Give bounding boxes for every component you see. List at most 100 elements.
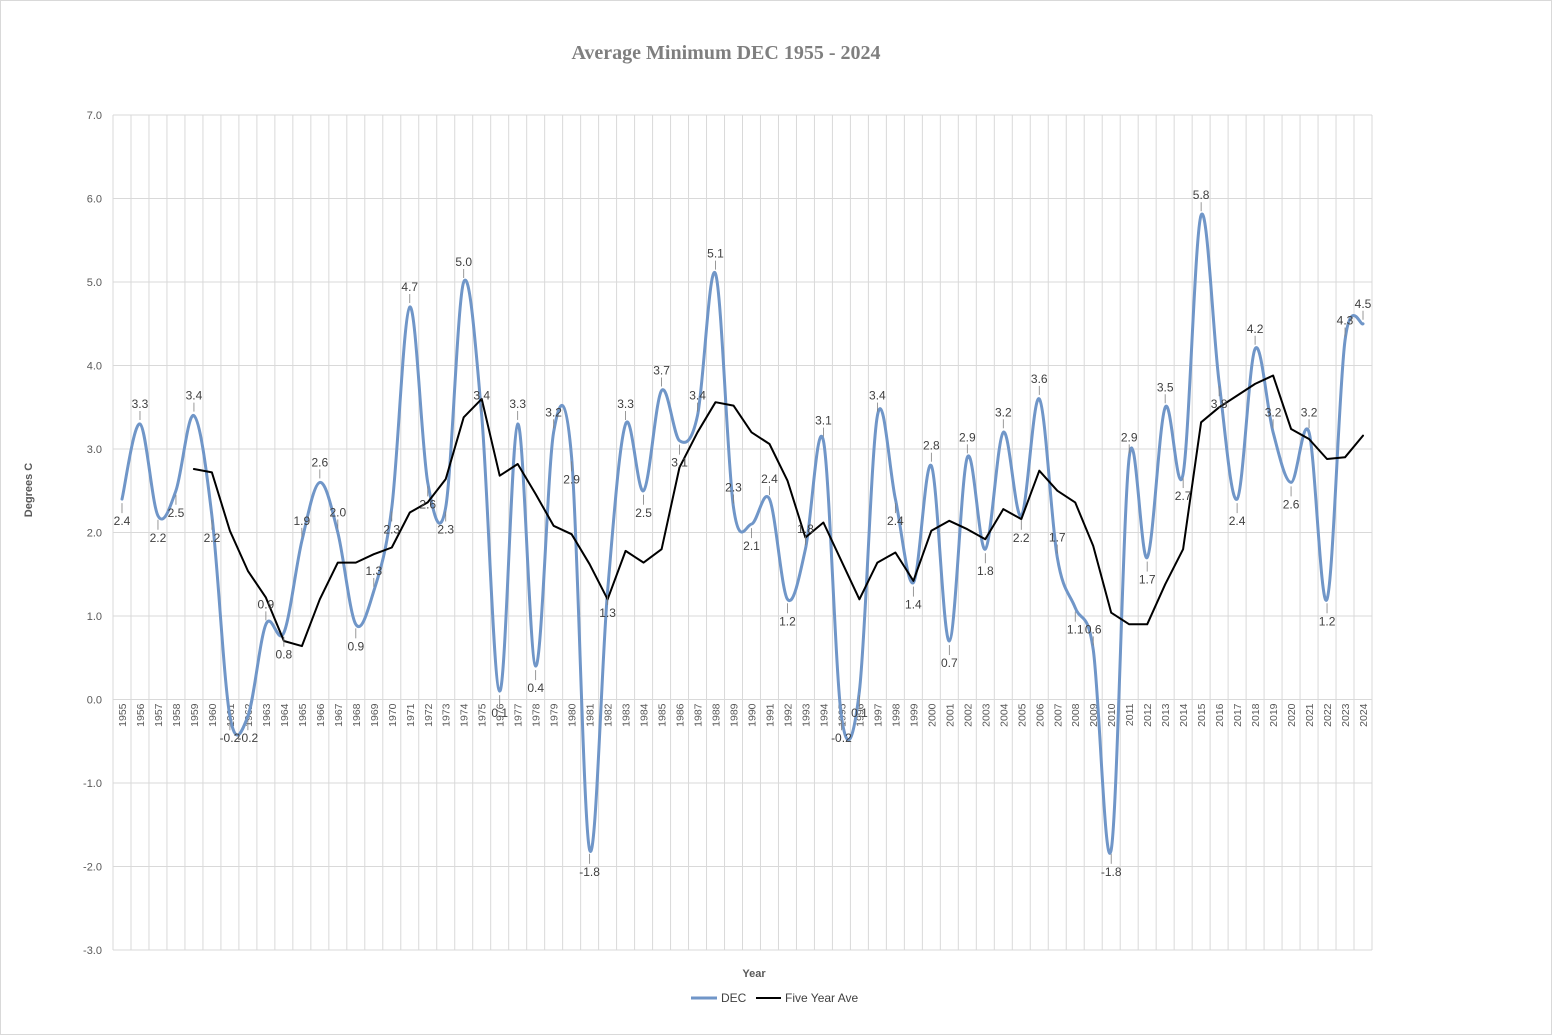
five-year-ave-point xyxy=(570,533,572,535)
dec-data-label: -0.2 xyxy=(831,731,852,745)
five-year-ave-point xyxy=(1038,470,1040,472)
dec-data-point xyxy=(696,414,698,416)
dec-data-label: 5.0 xyxy=(455,255,472,269)
dec-data-label: 1.3 xyxy=(599,606,616,620)
five-year-ave-point xyxy=(840,560,842,562)
dec-data-label: 5.8 xyxy=(1193,188,1210,202)
dec-data-label: 0.1 xyxy=(851,706,868,720)
five-year-ave-point xyxy=(912,580,914,582)
dec-data-point xyxy=(804,548,806,550)
x-tick-label: 1978 xyxy=(531,703,543,727)
y-tick-label: 1.0 xyxy=(87,611,102,623)
dec-data-point xyxy=(1092,648,1094,650)
dec-data-label: 2.3 xyxy=(725,480,742,494)
x-tick-label: 1963 xyxy=(261,703,273,727)
five-year-ave-point xyxy=(876,561,878,563)
dec-data-point xyxy=(427,481,429,483)
x-tick-label: 1998 xyxy=(890,703,902,727)
x-tick-label: 2010 xyxy=(1106,703,1118,727)
five-year-ave-point xyxy=(1236,394,1238,396)
x-tick-label: 1974 xyxy=(459,703,471,727)
dec-data-label: 2.2 xyxy=(1013,531,1030,545)
dec-data-label: 2.9 xyxy=(563,472,580,486)
five-year-ave-point xyxy=(211,471,213,473)
x-tick-label: 1960 xyxy=(207,703,219,727)
dec-data-label: 3.3 xyxy=(132,397,149,411)
x-tick-label: 2023 xyxy=(1340,703,1352,727)
x-tick-label: 2001 xyxy=(944,703,956,727)
dec-data-label: 1.8 xyxy=(977,564,994,578)
x-tick-label: 2004 xyxy=(998,703,1010,727)
dec-data-point xyxy=(283,632,285,634)
x-tick-label: 1976 xyxy=(495,703,507,727)
five-year-ave-point xyxy=(409,511,411,513)
five-year-ave-point xyxy=(498,475,500,477)
dec-data-label: 2.3 xyxy=(383,522,400,536)
dec-data-label: 2.9 xyxy=(1121,430,1138,444)
five-year-ave-point xyxy=(1056,490,1058,492)
dec-data-label: 0.1 xyxy=(491,706,508,720)
x-tick-label: 2018 xyxy=(1250,703,1262,727)
dec-data-label: 1.8 xyxy=(797,522,814,536)
x-tick-label: 1975 xyxy=(477,703,489,727)
five-year-ave-point xyxy=(660,548,662,550)
series xyxy=(120,212,1365,855)
dec-data-label: 5.1 xyxy=(707,247,724,261)
x-tick-label: 1977 xyxy=(513,703,525,727)
dec-data-label: 2.4 xyxy=(1229,514,1246,528)
five-year-ave-point xyxy=(1164,583,1166,585)
x-tick-label: 1969 xyxy=(369,703,381,727)
x-tick-label: 2012 xyxy=(1142,703,1154,727)
dec-data-point xyxy=(552,431,554,433)
dec-data-label: 3.8 xyxy=(1211,397,1228,411)
dec-data-point xyxy=(1236,498,1238,500)
five-year-ave-point xyxy=(768,443,770,445)
five-year-ave-point xyxy=(894,551,896,553)
x-tick-label: 1997 xyxy=(872,703,884,727)
x-tick-label: 2011 xyxy=(1124,703,1136,726)
dec-data-point xyxy=(337,531,339,533)
y-tick-label: -1.0 xyxy=(83,778,102,790)
x-tick-label: 1987 xyxy=(693,703,705,727)
dec-data-point xyxy=(624,423,626,425)
dec-data-label: 2.5 xyxy=(168,506,185,520)
five-year-ave-point xyxy=(858,598,860,600)
five-year-ave-point xyxy=(822,521,824,523)
dec-data-label: 3.5 xyxy=(1157,380,1174,394)
five-year-ave-point xyxy=(732,404,734,406)
dec-data-point xyxy=(570,456,572,458)
dec-data-label: 2.9 xyxy=(959,430,976,444)
dec-data-label: -1.8 xyxy=(1101,865,1122,879)
x-tick-label: 2003 xyxy=(980,703,992,727)
dec-data-label: 2.8 xyxy=(923,439,940,453)
dec-data-point xyxy=(265,623,267,625)
x-tick-label: 1989 xyxy=(729,703,741,727)
x-tick-label: 1984 xyxy=(639,703,651,727)
dec-data-point xyxy=(1110,849,1112,851)
data-labels: 2.43.32.22.53.42.2-0.2-0.20.90.81.92.62.… xyxy=(114,188,1372,879)
dec-data-point xyxy=(516,423,518,425)
dec-data-label: 1.4 xyxy=(905,598,922,612)
five-year-ave-point xyxy=(1200,421,1202,423)
y-tick-label: -2.0 xyxy=(83,862,102,874)
five-year-ave-point xyxy=(1254,383,1256,385)
x-tick-label: 2006 xyxy=(1034,703,1046,727)
x-axis-ticks: 1955 1956 1957 1958 1959 1960 1961 1962 1963 1964… xyxy=(117,703,1370,727)
five-year-ave-point xyxy=(391,546,393,548)
dec-data-label: 2.4 xyxy=(761,472,778,486)
dec-data-point xyxy=(193,414,195,416)
dec-data-label: 2.4 xyxy=(114,514,131,528)
dec-data-point xyxy=(445,506,447,508)
five-year-ave-point xyxy=(1326,458,1328,460)
dec-data-label: 2.4 xyxy=(887,514,904,528)
dec-data-point xyxy=(373,590,375,592)
grid xyxy=(112,114,1373,951)
five-year-ave-point xyxy=(355,561,357,563)
x-tick-label: 2008 xyxy=(1070,703,1082,727)
dec-data-point xyxy=(678,439,680,441)
legend: DEC Five Year Ave xyxy=(691,991,858,1005)
x-tick-label: 1986 xyxy=(675,703,687,727)
x-tick-label: 1968 xyxy=(351,703,363,727)
dec-data-point xyxy=(1164,406,1166,408)
x-tick-label: 1979 xyxy=(549,703,561,727)
